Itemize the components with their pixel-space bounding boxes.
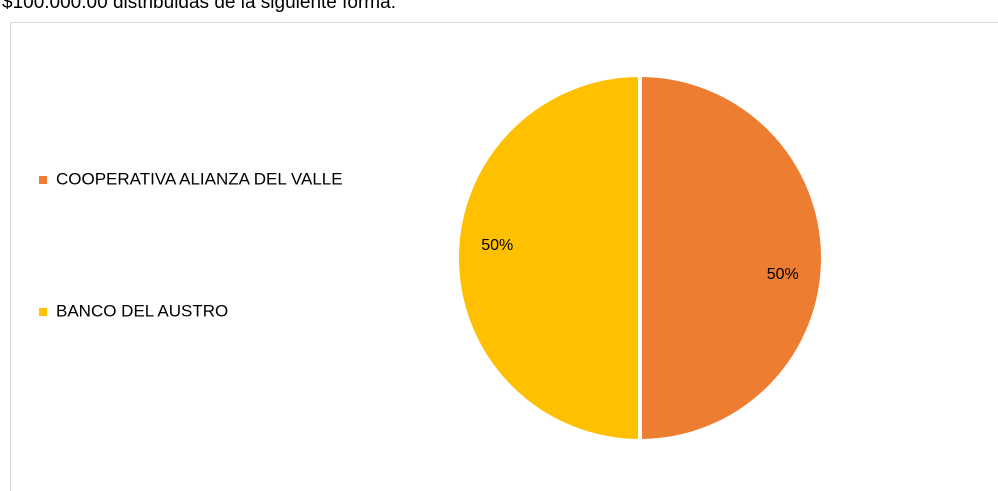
legend-swatch bbox=[39, 308, 47, 316]
legend-label: BANCO DEL AUSTRO bbox=[56, 301, 228, 320]
pie-slice bbox=[638, 72, 825, 444]
caption: $100.000.00 distribuidas de la siguiente… bbox=[2, 0, 396, 13]
pie-slice bbox=[455, 72, 642, 444]
legend-swatch bbox=[39, 176, 47, 184]
legend-label: COOPERATIVA ALIANZA DEL VALLE bbox=[56, 169, 343, 188]
data-label: 50% bbox=[481, 237, 513, 254]
data-label: 50% bbox=[767, 266, 799, 283]
